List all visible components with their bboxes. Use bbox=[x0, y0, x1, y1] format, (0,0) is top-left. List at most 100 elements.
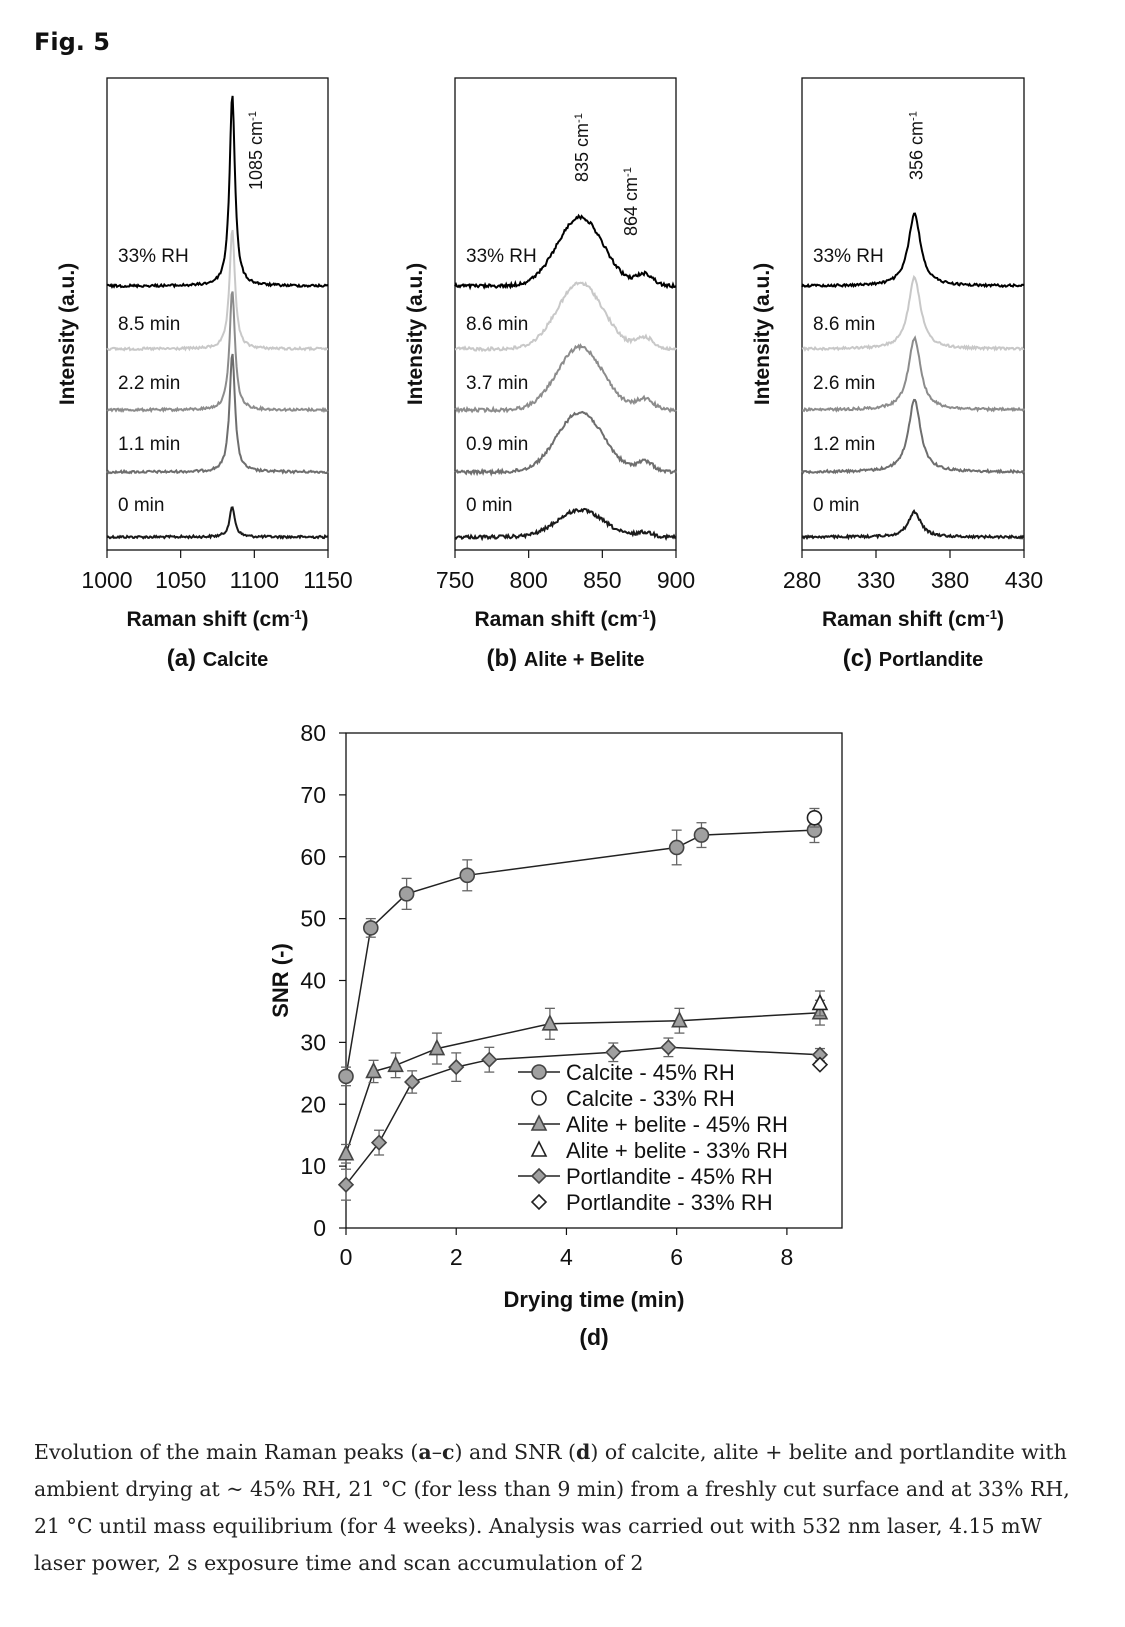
spectrum-label: 1.1 min bbox=[118, 434, 180, 455]
legend-marker bbox=[531, 1090, 547, 1106]
spectrum-label: 0.9 min bbox=[466, 434, 528, 455]
legend-label: Calcite - 45% RH bbox=[566, 1060, 735, 1085]
spectrum-line bbox=[454, 507, 677, 542]
spectrum-line bbox=[454, 343, 677, 414]
y-tick-label: 40 bbox=[300, 968, 326, 994]
legend-label: Portlandite - 33% RH bbox=[566, 1190, 773, 1215]
spectrum-line bbox=[454, 213, 677, 291]
data-point bbox=[660, 1039, 677, 1056]
spectrum-line bbox=[801, 508, 1025, 541]
legend-marker bbox=[530, 1167, 548, 1185]
data-point bbox=[806, 809, 823, 826]
data-point bbox=[811, 993, 829, 1011]
x-tick-label: 1000 bbox=[81, 567, 132, 593]
spectrum-line bbox=[106, 353, 329, 475]
data-point bbox=[365, 1061, 382, 1079]
series-line bbox=[345, 829, 815, 1077]
data-point bbox=[605, 1044, 622, 1061]
caption-bold-c: c bbox=[441, 1440, 455, 1464]
plot-frame bbox=[454, 77, 677, 551]
figure-caption: Evolution of the main Raman peaks (a–c) … bbox=[34, 1434, 1094, 1582]
spectrum-label: 8.5 min bbox=[118, 314, 180, 335]
x-axis-label: Drying time (min) bbox=[504, 1287, 685, 1312]
plot-frame bbox=[106, 77, 329, 551]
spectrum-line bbox=[801, 398, 1025, 475]
legend-label: Alite + belite - 45% RH bbox=[566, 1112, 788, 1137]
data-point bbox=[481, 1051, 498, 1068]
caption-bold-a: a bbox=[418, 1440, 432, 1464]
y-axis-label: Intensity (a.u.) bbox=[404, 263, 427, 405]
data-point bbox=[370, 1134, 388, 1151]
y-axis-label: Intensity (a.u.) bbox=[751, 263, 774, 405]
x-tick-label: 0 bbox=[340, 1244, 353, 1270]
x-tick-label: 330 bbox=[857, 567, 895, 593]
peak-label-secondary: 864 cm-1 bbox=[621, 167, 641, 236]
data-point bbox=[811, 1056, 829, 1073]
data-point bbox=[337, 1176, 355, 1193]
data-point bbox=[459, 867, 476, 884]
legend-marker bbox=[530, 1140, 548, 1157]
x-axis-label: Raman shift (cm-1) bbox=[475, 607, 657, 632]
plot-frame bbox=[801, 77, 1025, 551]
y-tick-label: 70 bbox=[300, 782, 326, 808]
panel-subtitle: (c) Portlandite bbox=[843, 645, 983, 672]
x-tick-label: 1150 bbox=[303, 567, 352, 593]
y-tick-label: 10 bbox=[300, 1153, 326, 1179]
caption-bold-d: d bbox=[575, 1440, 591, 1464]
panel-subtitle: (a) Calcite bbox=[167, 645, 269, 672]
spectrum-line bbox=[106, 95, 329, 289]
spectrum-label: 2.6 min bbox=[813, 373, 875, 394]
peak-label: 835 cm-1 bbox=[572, 113, 592, 182]
legend-marker bbox=[530, 1114, 548, 1131]
series-3 bbox=[337, 999, 829, 1164]
y-tick-label: 0 bbox=[313, 1215, 326, 1241]
x-tick-label: 6 bbox=[670, 1244, 683, 1270]
x-tick-label: 750 bbox=[436, 567, 474, 593]
data-point bbox=[693, 827, 710, 843]
x-tick-label: 2 bbox=[450, 1244, 463, 1270]
y-axis-label: Intensity (a.u.) bbox=[56, 263, 79, 405]
spectrum-label: 0 min bbox=[118, 495, 164, 516]
data-point bbox=[338, 1068, 354, 1085]
caption-text-4: ) of calcite, alite + belite and portlan… bbox=[34, 1440, 1070, 1575]
spectrum-label: 2.2 min bbox=[118, 373, 180, 394]
figure-label: Fig. 5 bbox=[34, 28, 110, 56]
panel-subtitle: (b) Alite + Belite bbox=[487, 645, 645, 672]
caption-text-1: Evolution of the main Raman peaks ( bbox=[34, 1440, 419, 1464]
caption-text-2: – bbox=[431, 1440, 442, 1464]
y-tick-label: 30 bbox=[300, 1029, 326, 1055]
legend-marker bbox=[530, 1193, 548, 1211]
data-point bbox=[362, 920, 379, 936]
data-point bbox=[398, 886, 415, 902]
snr-panel: 0 10 20 30 40 50 60 70 80 0 2 4 6 8 Drying time (min) (… bbox=[268, 720, 843, 1350]
x-axis-label: Raman shift (cm-1) bbox=[127, 607, 309, 632]
data-point bbox=[428, 1038, 446, 1056]
legend-label: Portlandite - 45% RH bbox=[566, 1164, 773, 1189]
caption-text-3: ) and SNR ( bbox=[454, 1440, 576, 1464]
spectrum-label: 8.6 min bbox=[813, 314, 875, 335]
x-tick-label: 8 bbox=[780, 1244, 793, 1270]
data-point bbox=[404, 1073, 421, 1091]
series-1 bbox=[338, 817, 823, 1087]
spectrum-label: 0 min bbox=[813, 495, 859, 516]
x-tick-label: 4 bbox=[560, 1244, 573, 1270]
data-point bbox=[387, 1055, 404, 1073]
y-tick-label: 20 bbox=[300, 1091, 326, 1117]
x-tick-label: 1050 bbox=[155, 567, 206, 593]
data-point bbox=[448, 1058, 465, 1076]
spectrum-label: 33% RH bbox=[466, 246, 537, 267]
spectrum-label: 8.6 min bbox=[466, 314, 528, 335]
series-6 bbox=[811, 1056, 829, 1073]
spectrum-line bbox=[106, 291, 329, 414]
legend-marker bbox=[531, 1064, 547, 1080]
y-tick-label: 60 bbox=[300, 844, 326, 870]
data-point bbox=[337, 1143, 355, 1161]
y-axis-label: SNR (-) bbox=[268, 943, 293, 1018]
spectrum-line bbox=[106, 229, 329, 352]
spectrum-line bbox=[801, 212, 1025, 289]
spectrum-line bbox=[106, 506, 329, 540]
legend-label: Alite + belite - 33% RH bbox=[566, 1138, 788, 1163]
